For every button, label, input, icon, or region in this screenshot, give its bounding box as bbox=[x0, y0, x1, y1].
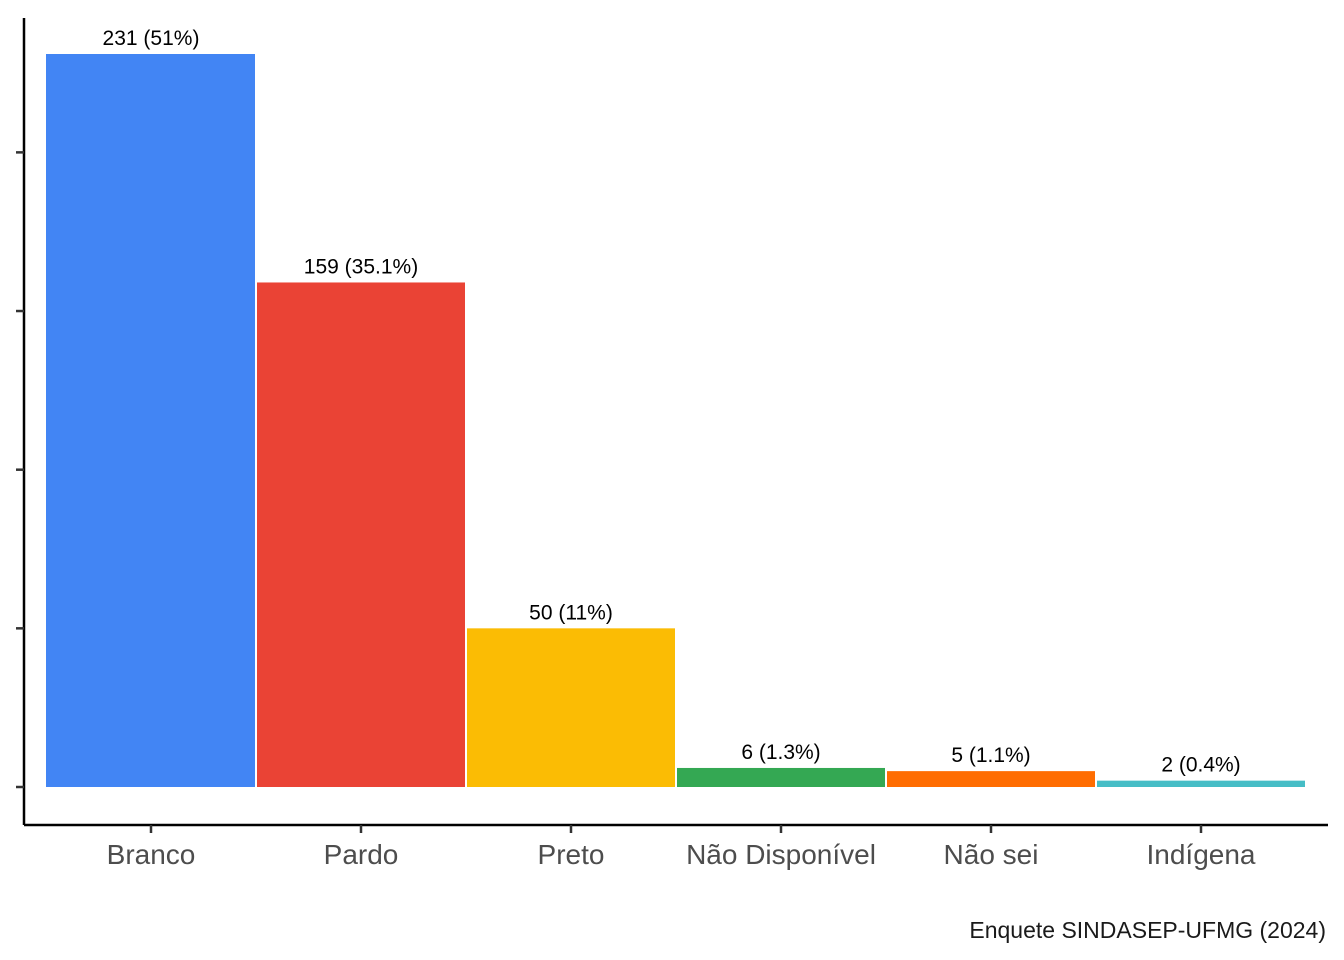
x-tick-label-nao-disponivel: Não Disponível bbox=[686, 839, 876, 870]
x-tick-label-branco: Branco bbox=[107, 839, 196, 870]
chart-caption: Enquete SINDASEP-UFMG (2024) bbox=[969, 917, 1326, 943]
bar-branco bbox=[46, 54, 255, 787]
bar-preto bbox=[467, 628, 675, 787]
bars-layer bbox=[46, 54, 1305, 787]
data-label-indigena: 2 (0.4%) bbox=[1161, 754, 1240, 777]
bar-nao-sei bbox=[887, 771, 1095, 787]
x-tick-label-nao-sei: Não sei bbox=[944, 839, 1039, 870]
data-label-pardo: 159 (35.1%) bbox=[304, 255, 418, 278]
data-label-branco: 231 (51%) bbox=[103, 27, 200, 50]
bar-pardo bbox=[257, 282, 465, 787]
bar-nao-disponivel bbox=[677, 767, 885, 787]
data-label-preto: 50 (11%) bbox=[529, 601, 613, 624]
x-ticks-layer: Branco Pardo Preto Não Disponível Não sei Ind… bbox=[107, 825, 1256, 870]
x-tick-label-preto: Preto bbox=[538, 839, 605, 870]
x-tick-label-pardo: Pardo bbox=[324, 839, 399, 870]
data-labels-layer: 231 (51%) 159 (35.1%) 50 (11%) 6 (1.3%) 5 (1… bbox=[103, 27, 1241, 777]
y-ticks-layer bbox=[16, 151, 24, 789]
bar-indigena bbox=[1097, 780, 1305, 787]
data-label-nao-disponivel: 6 (1.3%) bbox=[741, 741, 820, 764]
data-label-nao-sei: 5 (1.1%) bbox=[951, 744, 1030, 767]
x-tick-label-indigena: Indígena bbox=[1147, 839, 1256, 870]
